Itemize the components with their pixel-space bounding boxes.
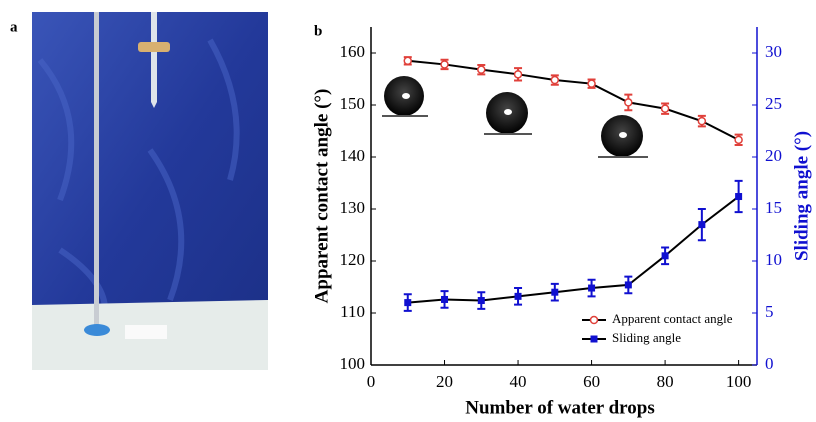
marker [661, 252, 669, 260]
marker [441, 295, 449, 303]
legend-marker [590, 335, 598, 343]
marker [698, 221, 706, 229]
marker [403, 56, 413, 66]
x-tick-label: 40 [510, 372, 527, 391]
y2-tick-label: 25 [765, 94, 782, 113]
y-tick-label: 120 [340, 250, 366, 269]
y2-tick-label: 10 [765, 250, 782, 269]
series-line [407, 59, 740, 141]
marker [588, 284, 596, 292]
y-tick-label: 100 [340, 354, 366, 373]
marker [513, 70, 523, 79]
marker [440, 60, 449, 69]
marker [550, 75, 560, 85]
y-axis-label: Apparent contact angle (°) [311, 89, 332, 304]
droplet-images [382, 76, 648, 158]
y-tick-label: 140 [340, 146, 366, 165]
marker [660, 104, 670, 113]
y2-axis-label: Sliding angle (°) [791, 131, 812, 261]
x-tick-label: 0 [367, 372, 376, 391]
legend-label: Sliding angle [612, 330, 681, 345]
y2-tick-label: 15 [765, 198, 782, 217]
y-tick-label: 160 [340, 42, 366, 61]
y-tick-label: 110 [340, 302, 365, 321]
y2-tick-label: 0 [765, 354, 774, 373]
x-axis-label: Number of water drops [465, 397, 654, 418]
legend-marker [589, 315, 599, 325]
y-tick-label: 130 [340, 198, 366, 217]
marker [735, 193, 743, 201]
y2-tick-label: 30 [765, 42, 782, 61]
y2-tick-label: 5 [765, 302, 774, 321]
x-tick-label: 60 [583, 372, 600, 391]
y-tick-label: 150 [340, 94, 366, 113]
panel-label: a [10, 19, 18, 35]
x-tick-label: 80 [657, 372, 674, 391]
x-tick-label: 100 [726, 372, 752, 391]
marker [404, 299, 412, 307]
marker [477, 297, 485, 305]
marker [551, 288, 559, 296]
y2-tick-label: 20 [765, 146, 782, 165]
marker [624, 281, 632, 289]
photo [32, 12, 268, 370]
marker [477, 65, 486, 74]
panel-label: b [314, 23, 322, 39]
series-line [407, 195, 740, 304]
marker [587, 79, 596, 88]
marker [734, 135, 743, 145]
marker [514, 292, 522, 300]
marker [624, 98, 633, 107]
legend-label: Apparent contact angle [612, 311, 733, 326]
x-tick-label: 20 [436, 372, 453, 391]
marker [697, 116, 707, 126]
